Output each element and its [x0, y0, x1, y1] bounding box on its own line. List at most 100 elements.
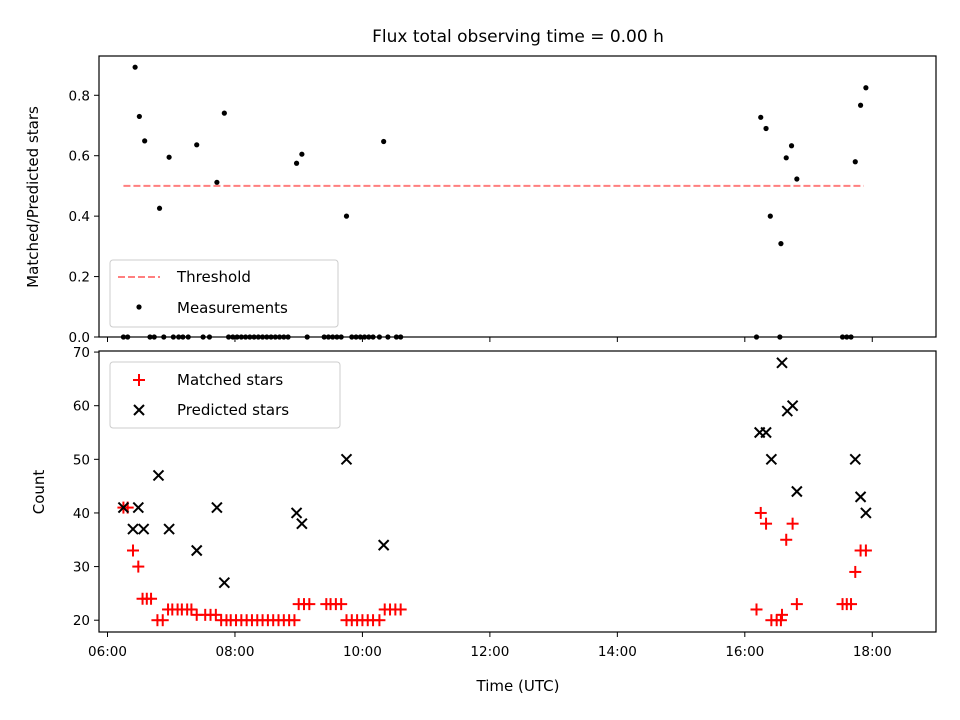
matched-star-point [859, 544, 872, 557]
x-marker-b [854, 491, 867, 503]
y-tick-label: 20 [73, 613, 90, 629]
matched-stars-series [117, 501, 872, 627]
x-marker-b [211, 501, 223, 514]
measurement-point [132, 64, 138, 70]
matched-star-point [780, 533, 793, 546]
matched-star-point [394, 603, 407, 616]
predicted-star-point [776, 357, 788, 369]
measurement-point [125, 334, 131, 340]
measurement-point [321, 334, 327, 340]
measurement-point [381, 138, 387, 145]
measurement-point [777, 334, 783, 340]
x-tick-label: 10:00 [343, 644, 382, 660]
predicted-star-point [132, 501, 145, 514]
predicted-star-point [211, 501, 223, 514]
matched-star-point [790, 598, 803, 611]
legend-measurements-swatch [136, 304, 142, 310]
x-marker-b [791, 485, 803, 498]
measurement-point [151, 334, 157, 340]
bottom-plot-area [98, 350, 937, 633]
y-tick-label: 0.0 [69, 330, 90, 346]
top-y-axis-title: Matched/Predicted stars [24, 106, 42, 288]
measurement-point [251, 334, 257, 340]
x-tick-label: 08:00 [216, 644, 255, 660]
measurement-point [783, 155, 789, 161]
measurement-point [334, 334, 340, 340]
predicted-star-point [296, 517, 308, 530]
legend-threshold-label: Threshold [176, 268, 251, 286]
x-marker-b [137, 523, 150, 535]
matched-star-point [373, 614, 386, 627]
measurement-point [357, 334, 363, 340]
x-marker-b [191, 544, 203, 557]
chart-title: Flux total observing time = 0.00 h [372, 27, 664, 47]
predicted-star-point [854, 491, 867, 503]
matched-star-point [132, 560, 145, 573]
measurement-point [120, 334, 127, 340]
measurement-point [361, 334, 368, 340]
matched-star-point [845, 598, 858, 611]
predicted-star-point [127, 523, 139, 535]
measurement-point [370, 334, 376, 340]
measurement-point [857, 102, 864, 108]
x-marker-b [340, 453, 353, 466]
x-marker-b [786, 399, 799, 412]
y-tick-label: 0.2 [69, 270, 90, 286]
matched-star-point [775, 608, 788, 621]
x-marker-b [117, 501, 130, 514]
top-plot-area [98, 55, 937, 338]
measurement-point [763, 125, 769, 132]
legend-matched-swatch [133, 374, 145, 386]
matched-star-point [185, 603, 198, 616]
x-marker-b [163, 523, 175, 535]
y-tick-label: 50 [73, 452, 90, 468]
measurement-point [794, 176, 800, 182]
measurement-point [338, 334, 344, 340]
measurement-point [293, 160, 300, 166]
measurement-point [225, 334, 232, 340]
measurement-point [166, 154, 172, 160]
measurement-point [349, 334, 355, 340]
measurement-point [255, 334, 261, 340]
measurement-point [142, 138, 148, 144]
predicted-star-point [760, 426, 772, 439]
predicted-star-point [849, 453, 861, 466]
measurement-point [242, 334, 249, 340]
y-tick-label: 0.4 [69, 209, 90, 225]
predicted-star-point [791, 485, 803, 498]
bottom-legend: Matched stars Predicted stars [109, 361, 341, 429]
measurement-point [753, 334, 760, 340]
x-marker-b [218, 576, 231, 589]
bottom-panel: 20 30 40 50 60 70 06:00 08:00 10:00 12:00 14:00 16… [30, 345, 937, 695]
predicted-star-point [860, 507, 872, 519]
x-axis-title: Time (UTC) [476, 677, 560, 695]
predicted-star-point [137, 523, 150, 535]
measurement-point [264, 334, 270, 340]
measurement-point [214, 179, 220, 185]
x-marker-b [849, 453, 861, 466]
y-tick-label: 60 [73, 399, 90, 415]
measurement-point [272, 334, 278, 340]
measurement-point [281, 334, 287, 340]
legend-predicted-label: Predicted stars [177, 401, 289, 419]
measurement-point [353, 334, 359, 340]
measurement-point [343, 213, 350, 219]
predicted-star-point [191, 544, 203, 557]
matched-star-point [849, 565, 862, 578]
x-marker-b [290, 507, 303, 519]
measurement-point [156, 205, 163, 211]
measurement-point [376, 334, 383, 340]
matched-star-point [126, 544, 139, 557]
measurement-point [758, 114, 764, 120]
x-marker-b [860, 507, 872, 519]
measurement-point [147, 334, 153, 340]
predicted-star-point [786, 399, 799, 412]
measurement-point [398, 334, 404, 340]
x-marker-b [760, 426, 772, 439]
measurement-point [304, 334, 310, 340]
measurement-point [767, 213, 773, 219]
matched-star-point [760, 517, 773, 530]
predicted-star-point [218, 576, 231, 589]
predicted-star-point [340, 453, 353, 466]
x-marker-b [296, 517, 308, 530]
